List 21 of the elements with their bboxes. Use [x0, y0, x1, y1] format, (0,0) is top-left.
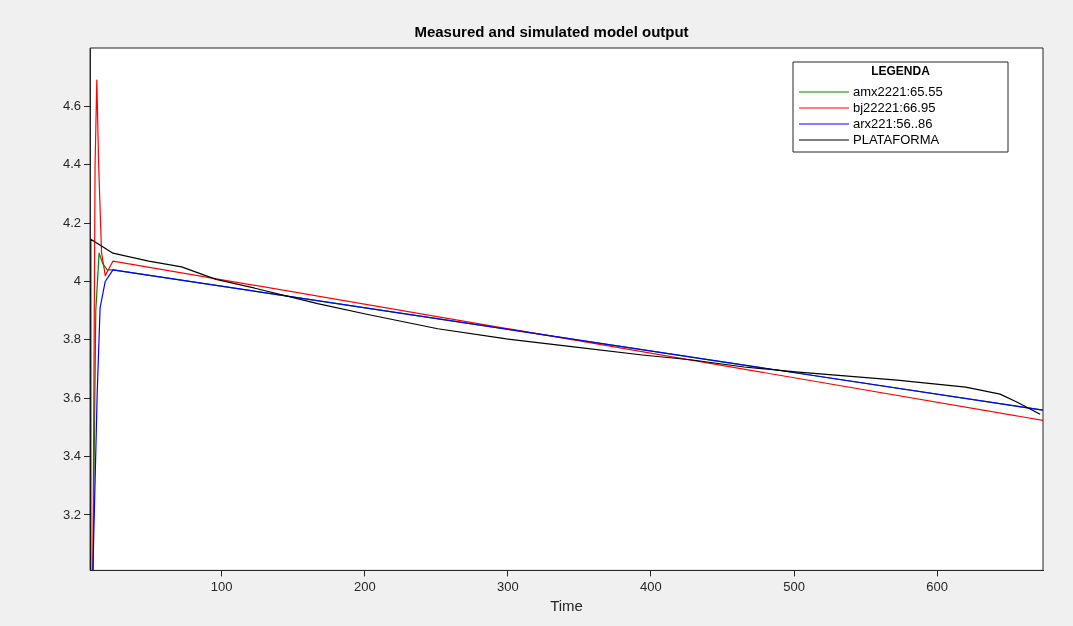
x-tick-label: 600 — [926, 578, 948, 594]
x-tick-label: 300 — [497, 578, 519, 594]
y-tick-label: 3.4 — [62, 448, 82, 464]
legend-label: amx2221:65.55 — [853, 83, 943, 99]
y-tick-label: 4.6 — [62, 97, 82, 113]
x-axis-title: Time — [550, 597, 583, 615]
chart-title: Measured and simulated model output — [414, 23, 689, 41]
x-tick-label: 500 — [783, 578, 805, 594]
y-tick-label: 3.8 — [62, 331, 82, 347]
legend-label: bj22221:66.95 — [853, 99, 936, 115]
legend-title: LEGENDA — [871, 64, 931, 79]
x-tick-label: 400 — [640, 578, 662, 594]
legend-label: arx221:56..86 — [853, 115, 933, 131]
y-tick-label: 4 — [73, 273, 82, 289]
legend-label: PLATAFORMA — [853, 131, 940, 147]
x-tick-label: 100 — [210, 578, 233, 594]
y-tick-label: 3.6 — [62, 389, 82, 405]
x-tick-label: 200 — [353, 578, 376, 594]
y-tick-label: 4.2 — [62, 214, 82, 230]
y-tick-label: 3.2 — [62, 506, 82, 522]
y-tick-label: 4.4 — [62, 156, 82, 172]
